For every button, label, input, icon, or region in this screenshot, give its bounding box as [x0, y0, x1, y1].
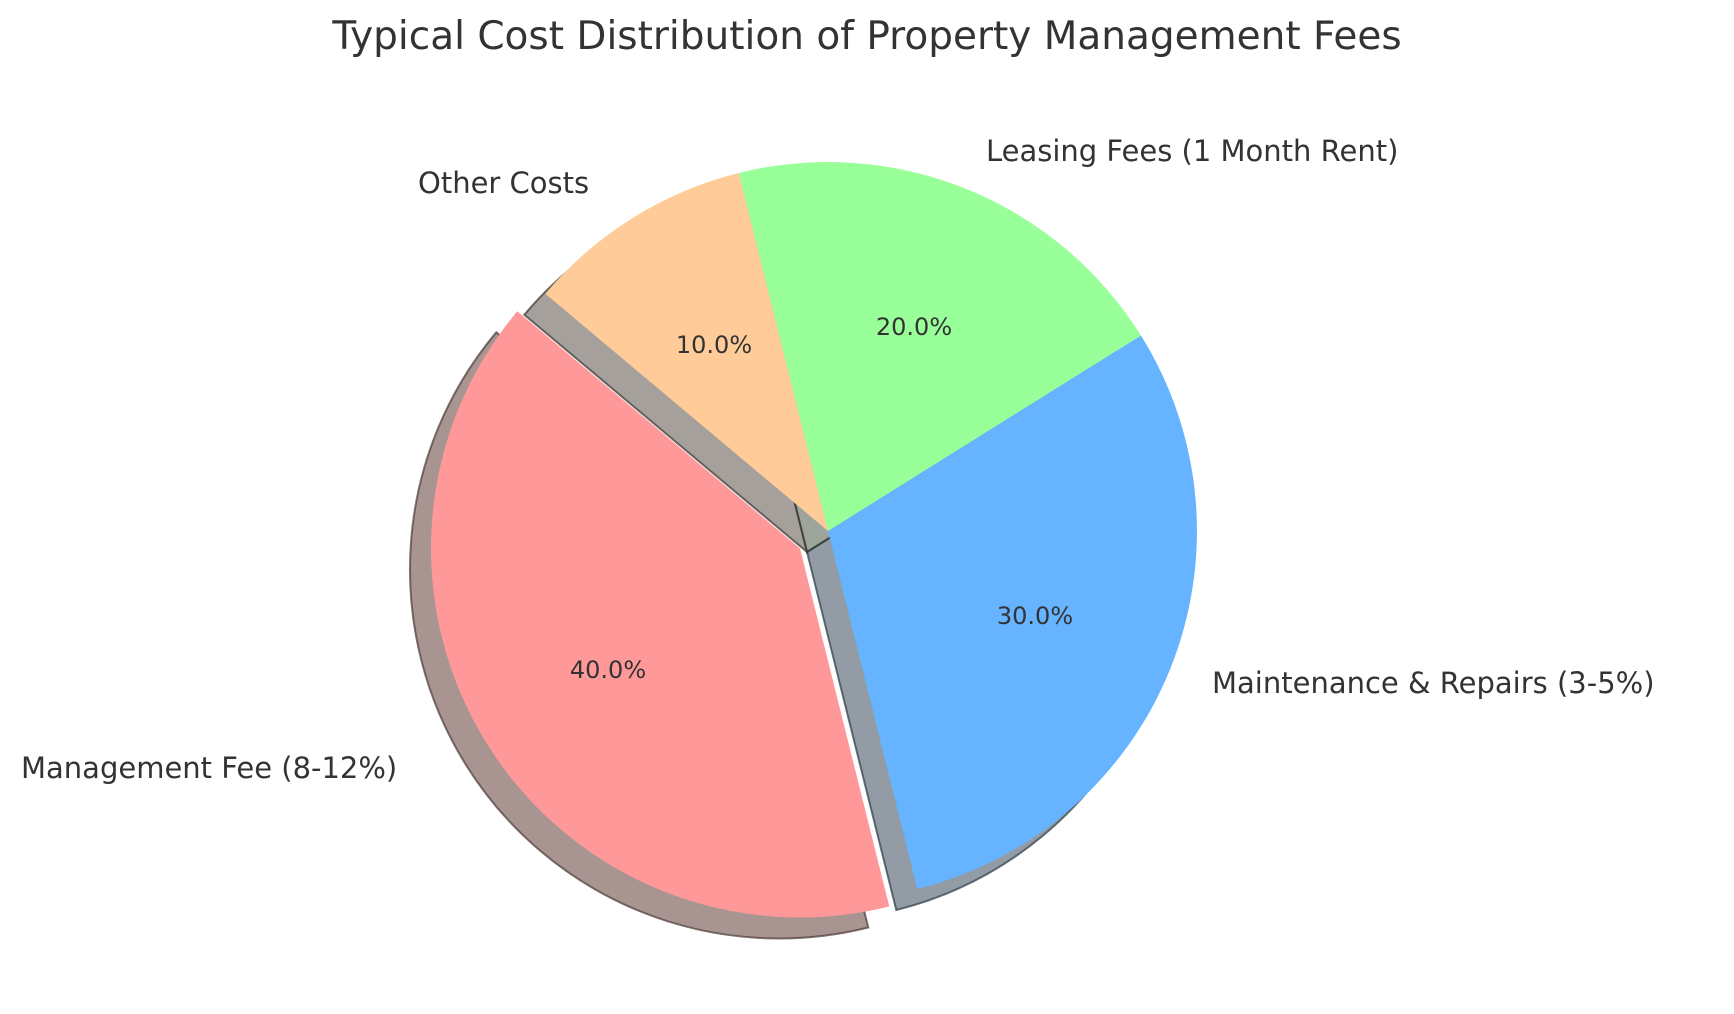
label-management-fee: Management Fee (8-12%) — [21, 751, 398, 785]
pct-label-management-fee: 40.0% — [569, 656, 647, 684]
chart-title: Typical Cost Distribution of Property Ma… — [332, 14, 1402, 59]
slice-management-fee — [430, 311, 890, 918]
slice-other-costs — [545, 173, 828, 531]
pct-label-other-costs: 10.0% — [675, 331, 753, 359]
label-maintenance-repairs: Maintenance & Repairs (3-5%) — [1212, 666, 1655, 700]
label-other-costs: Other Costs — [418, 166, 590, 200]
pct-label-maintenance-repairs: 30.0% — [996, 602, 1074, 630]
label-leasing-fees: Leasing Fees (1 Month Rent) — [986, 134, 1399, 168]
slice-maintenance-repairs — [828, 335, 1197, 889]
pct-label-leasing-fees: 20.0% — [875, 313, 953, 341]
slice-leasing-fees — [738, 162, 1141, 531]
